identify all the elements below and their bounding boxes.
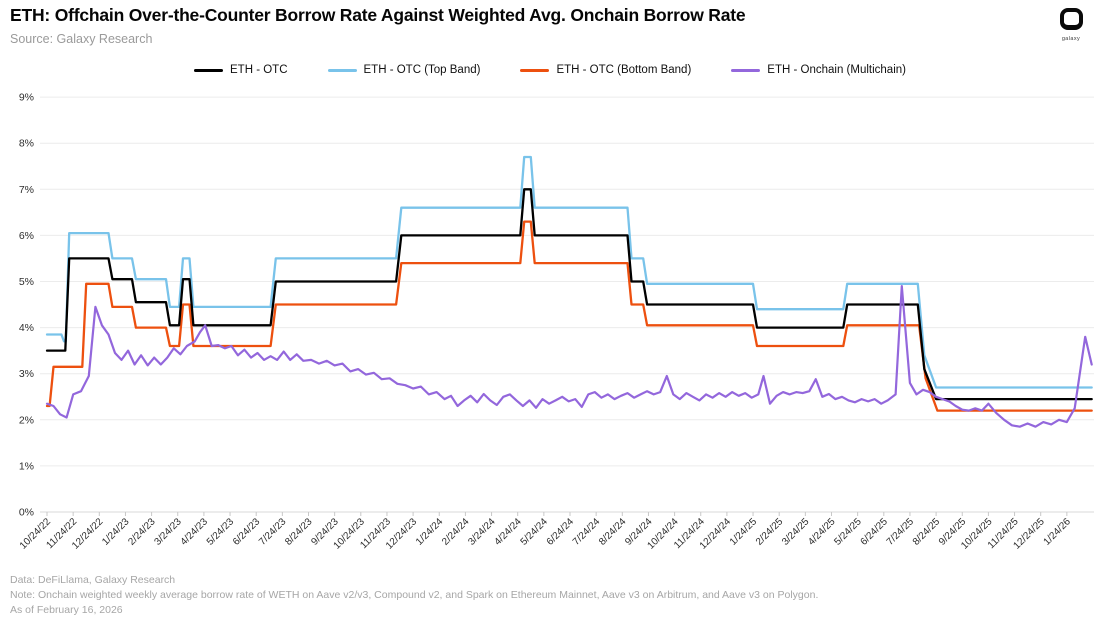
galaxy-logo-text: galaxy (1061, 36, 1081, 42)
x-tick-label: 4/24/24 (492, 516, 524, 548)
x-tick-label: 3/24/23 (152, 516, 184, 548)
legend-label: ETH - OTC (230, 64, 288, 76)
legend-label: ETH - OTC (Top Band) (363, 64, 481, 76)
chart-legend: ETH - OTC ETH - OTC (Top Band) ETH - OTC (… (50, 64, 1050, 76)
legend-swatch-eth-otc (194, 68, 223, 72)
y-tick-label: 5% (19, 276, 34, 288)
galaxy-logo-icon (1059, 8, 1083, 30)
y-tick-label: 9% (19, 92, 34, 104)
footnote-note: Note: Onchain weighted weekly average bo… (10, 589, 819, 601)
chart-footnotes: Data: DeFiLlama, Galaxy Research Note: O… (10, 573, 818, 618)
legend-swatch-eth-onchain-multichain (731, 68, 761, 72)
source-label: Source: Galaxy Research (10, 32, 153, 46)
y-tick-label: 0% (19, 507, 34, 519)
x-tick-label: 8/24/24 (597, 516, 629, 548)
x-tick-label: 7/24/25 (885, 516, 917, 548)
legend-swatch-eth-otc-bottom-band (520, 68, 550, 72)
page-title: ETH: Offchain Over-the-Counter Borrow Ra… (10, 5, 746, 25)
x-tick-label: 6/24/24 (545, 516, 577, 548)
x-tick-label: 4/24/25 (806, 516, 838, 548)
x-tick-label: 8/24/23 (283, 516, 315, 548)
x-tick-label: 5/24/25 (832, 516, 864, 548)
y-tick-label: 6% (19, 230, 34, 242)
x-tick-label: 7/24/24 (571, 516, 603, 548)
x-tick-label: 5/24/24 (519, 516, 551, 548)
x-tick-label: 2/24/23 (126, 516, 158, 548)
x-tick-label: 3/24/25 (780, 516, 812, 548)
y-tick-label: 3% (19, 368, 34, 380)
legend-item-eth-onchain-multichain: ETH - Onchain (Multichain) (731, 64, 906, 76)
series-line-eth-otc-bottom-band (45, 220, 1093, 412)
x-tick-label: 1/24/26 (1042, 516, 1074, 548)
x-tick-label: 7/24/23 (257, 516, 289, 548)
galaxy-logo: galaxy (1056, 8, 1086, 42)
x-tick-label: 6/24/23 (231, 516, 263, 548)
x-tick-label: 2/24/24 (440, 516, 472, 548)
x-tick-labels: 10/24/2211/24/2212/24/221/24/232/24/233/… (18, 516, 1073, 552)
legend-swatch-eth-otc-top-band (327, 68, 357, 72)
x-tick-label: 1/24/24 (414, 516, 446, 548)
x-tick-label: 1/24/25 (728, 516, 760, 548)
series-line-eth-onchain-multichain (45, 285, 1093, 428)
footnote-data: Data: DeFiLlama, Galaxy Research (10, 574, 176, 586)
x-ticks (46, 512, 1068, 516)
y-tick-label: 1% (19, 460, 34, 472)
y-tick-label: 2% (19, 414, 34, 426)
series-line-eth-otc-top-band (45, 155, 1093, 389)
y-tick-label: 4% (19, 322, 34, 334)
series-line-eth-otc (45, 188, 1093, 401)
legend-label: ETH - Onchain (Multichain) (767, 64, 906, 76)
x-tick-label: 8/24/25 (911, 516, 943, 548)
x-tick-label: 4/24/23 (179, 516, 211, 548)
y-tick-label: 8% (19, 138, 34, 150)
x-tick-label: 6/24/25 (859, 516, 891, 548)
legend-item-eth-otc: ETH - OTC (194, 64, 288, 76)
x-tick-label: 2/24/25 (754, 516, 786, 548)
y-tick-labels: 0% 1% 2% 3% 4% 5% 6% 7% 8% 9% (19, 92, 34, 519)
legend-label: ETH - OTC (Bottom Band) (556, 64, 692, 76)
y-gridlines (40, 96, 1094, 513)
x-tick-label: 3/24/24 (466, 516, 498, 548)
legend-item-eth-otc-bottom-band: ETH - OTC (Bottom Band) (520, 64, 691, 76)
x-tick-label: 5/24/23 (205, 516, 237, 548)
footnote-asof: As of February 16, 2026 (10, 604, 123, 616)
x-tick-label: 1/24/23 (100, 516, 132, 548)
y-tick-label: 7% (19, 184, 34, 196)
legend-item-eth-otc-top-band: ETH - OTC (Top Band) (327, 64, 481, 76)
